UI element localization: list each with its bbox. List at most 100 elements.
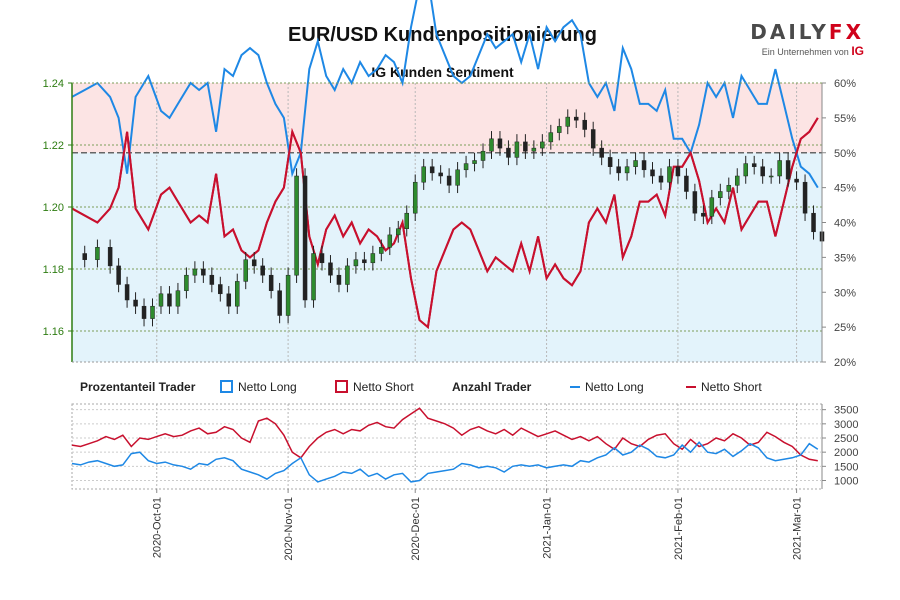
x-tick-label: 2021-Feb-01 xyxy=(673,497,685,560)
candle-body xyxy=(726,185,732,192)
candle-body xyxy=(82,253,87,260)
net-long-pct-line xyxy=(71,0,819,189)
percent-tick-label: 45% xyxy=(834,183,856,195)
candle-body xyxy=(701,212,706,217)
candle-body xyxy=(582,119,587,130)
candle-body xyxy=(353,259,359,267)
candle-body xyxy=(124,284,130,301)
candle-body xyxy=(192,268,198,276)
candle-body xyxy=(607,157,613,167)
legend-long-box-icon xyxy=(220,380,233,393)
legend-count-short: Netto Short xyxy=(686,380,762,394)
candle-body xyxy=(616,166,621,174)
percent-tick-label: 30% xyxy=(834,287,856,299)
candle-body xyxy=(429,166,435,174)
candle-body xyxy=(184,274,189,291)
candle-body xyxy=(319,253,325,264)
candle-body xyxy=(658,175,664,183)
candle-body xyxy=(650,169,655,177)
candle-body xyxy=(158,293,164,307)
candle-body xyxy=(243,259,248,282)
price-tick-label: 1.22 xyxy=(43,140,64,152)
brand-logo: DAILYFX Ein Unternehmen von IG xyxy=(750,22,864,58)
candle-body xyxy=(590,129,596,149)
candle-body xyxy=(641,160,647,171)
net-short-pct-line-top xyxy=(71,117,819,330)
candle-body xyxy=(735,175,740,186)
candle-body xyxy=(107,247,113,267)
candle-body xyxy=(777,160,782,177)
candle-body xyxy=(633,160,638,167)
legend-short-box-icon xyxy=(335,380,348,393)
candle-body xyxy=(506,147,511,158)
candle-body xyxy=(794,178,799,183)
candle-body xyxy=(251,259,257,267)
brand-tagline-mark: IG xyxy=(851,44,864,58)
percent-tick-label: 25% xyxy=(834,322,856,334)
candle-body xyxy=(743,163,748,177)
candle-body xyxy=(667,166,672,183)
candle-body xyxy=(548,132,554,143)
legend-pct-short: Netto Short xyxy=(335,380,414,394)
chart-title: EUR/USD Kundenpositionierung xyxy=(288,24,597,46)
candle-body xyxy=(133,299,138,307)
candle-body xyxy=(396,228,401,236)
candle-body xyxy=(404,212,409,229)
count-panel-frame xyxy=(71,403,823,490)
candle-body xyxy=(599,147,604,158)
candle-body xyxy=(412,181,418,214)
legend-count-long: Netto Long xyxy=(570,380,644,394)
candle-body xyxy=(557,126,562,133)
brand-tagline: Ein Unternehmen von xyxy=(761,47,849,57)
candle-body xyxy=(523,141,528,152)
chart-subtitle: IG Kunden Sentiment xyxy=(371,64,514,80)
candle-body xyxy=(760,166,765,177)
candle-body xyxy=(675,166,681,177)
count-long-line xyxy=(71,441,819,483)
candle-body xyxy=(811,212,816,233)
x-tick-label: 2020-Dec-01 xyxy=(410,497,422,561)
legend-count-short-label: Netto Short xyxy=(701,380,762,394)
count-tick-label: 3500 xyxy=(834,405,858,417)
count-tick-label: 2500 xyxy=(834,433,858,445)
count-tick-label: 3000 xyxy=(834,419,858,431)
candle-body xyxy=(311,253,316,301)
candle-body xyxy=(362,259,367,264)
candle-body xyxy=(751,163,757,167)
candle-body xyxy=(480,150,486,161)
candle-body xyxy=(167,293,172,307)
percent-tick-label: 60% xyxy=(834,78,856,90)
candle-body xyxy=(446,175,452,186)
percent-tick-label: 55% xyxy=(834,113,856,125)
percent-tick-label: 35% xyxy=(834,252,856,264)
candle-body xyxy=(785,160,791,180)
count-tick-label: 2000 xyxy=(834,447,858,459)
candle-body xyxy=(489,138,494,152)
candle-body xyxy=(201,268,206,276)
candle-body xyxy=(421,166,426,183)
short-zone xyxy=(72,83,822,153)
price-tick-label: 1.16 xyxy=(43,326,64,338)
candle-body xyxy=(116,265,121,285)
candle-body xyxy=(802,181,808,214)
x-tick-label: 2021-Jan-01 xyxy=(542,497,554,559)
candle-body xyxy=(387,234,393,248)
candle-body xyxy=(150,305,155,319)
count-tick-label: 1000 xyxy=(834,476,858,488)
x-tick-label: 2020-Oct-01 xyxy=(152,497,164,558)
brand-name-part2: FX xyxy=(828,20,864,44)
legend: Prozentanteil Trader Netto Long Netto Sh… xyxy=(0,380,900,396)
legend-long-line-icon xyxy=(570,386,580,388)
candle-body xyxy=(302,175,308,301)
legend-pct-long-label: Netto Long xyxy=(238,380,297,394)
candle-body xyxy=(268,274,274,291)
candle-body xyxy=(209,274,215,285)
candle-body xyxy=(345,265,350,285)
percent-tick-label: 20% xyxy=(834,357,856,369)
price-tick-label: 1.18 xyxy=(43,264,64,276)
candle-body xyxy=(260,265,265,276)
legend-pct-header: Prozentanteil Trader xyxy=(80,380,196,394)
candle-body xyxy=(455,169,460,186)
candle-body xyxy=(218,284,223,295)
